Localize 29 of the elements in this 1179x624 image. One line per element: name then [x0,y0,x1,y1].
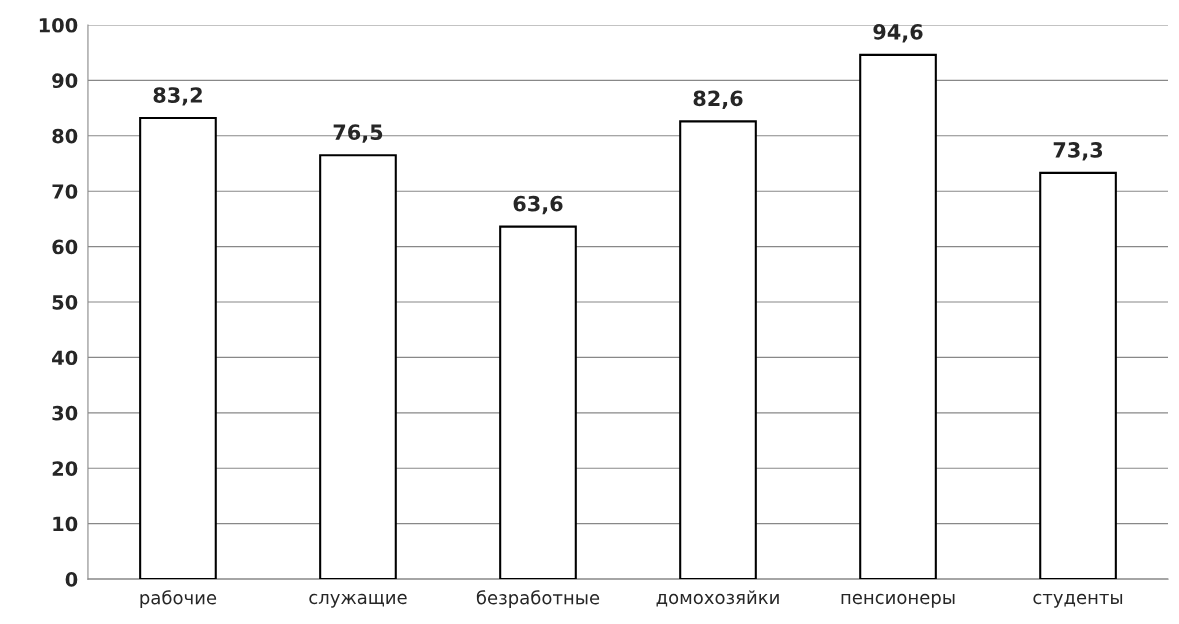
x-tick-label: служащие [309,593,407,608]
y-tick-label: 50 [52,294,78,310]
bar [859,53,937,580]
bar [1039,171,1117,580]
x-tick-label: безработные [476,590,600,608]
y-tick-label: 70 [52,184,78,199]
y-tick-label: 20 [52,461,78,476]
data-label: 76,5 [333,124,383,143]
data-label: 94,6 [873,24,923,43]
data-label: 83,2 [153,87,202,106]
x-tick-label: пенсионеры [841,593,955,608]
x-tick-label: домохозяйки [656,590,779,607]
y-tick-label: 0 [65,572,78,587]
bar [679,120,757,580]
y-tick-label: 30 [52,405,78,421]
x-tick-label: студенты [1033,593,1123,608]
y-tick-label: 80 [52,128,78,144]
y-tick-label: 10 [53,516,78,532]
bar [139,117,217,580]
data-label: 73,3 [1053,142,1103,161]
y-tick-label: 60 [52,239,78,255]
y-tick-label: 100 [39,17,78,33]
y-tick-label: 90 [52,73,78,89]
x-tick-label: рабочие [140,590,217,608]
data-label: 82,6 [693,90,743,109]
bar [499,225,577,580]
y-tick-label: 40 [52,350,78,366]
bar [319,154,397,580]
data-label: 63,6 [513,195,563,215]
